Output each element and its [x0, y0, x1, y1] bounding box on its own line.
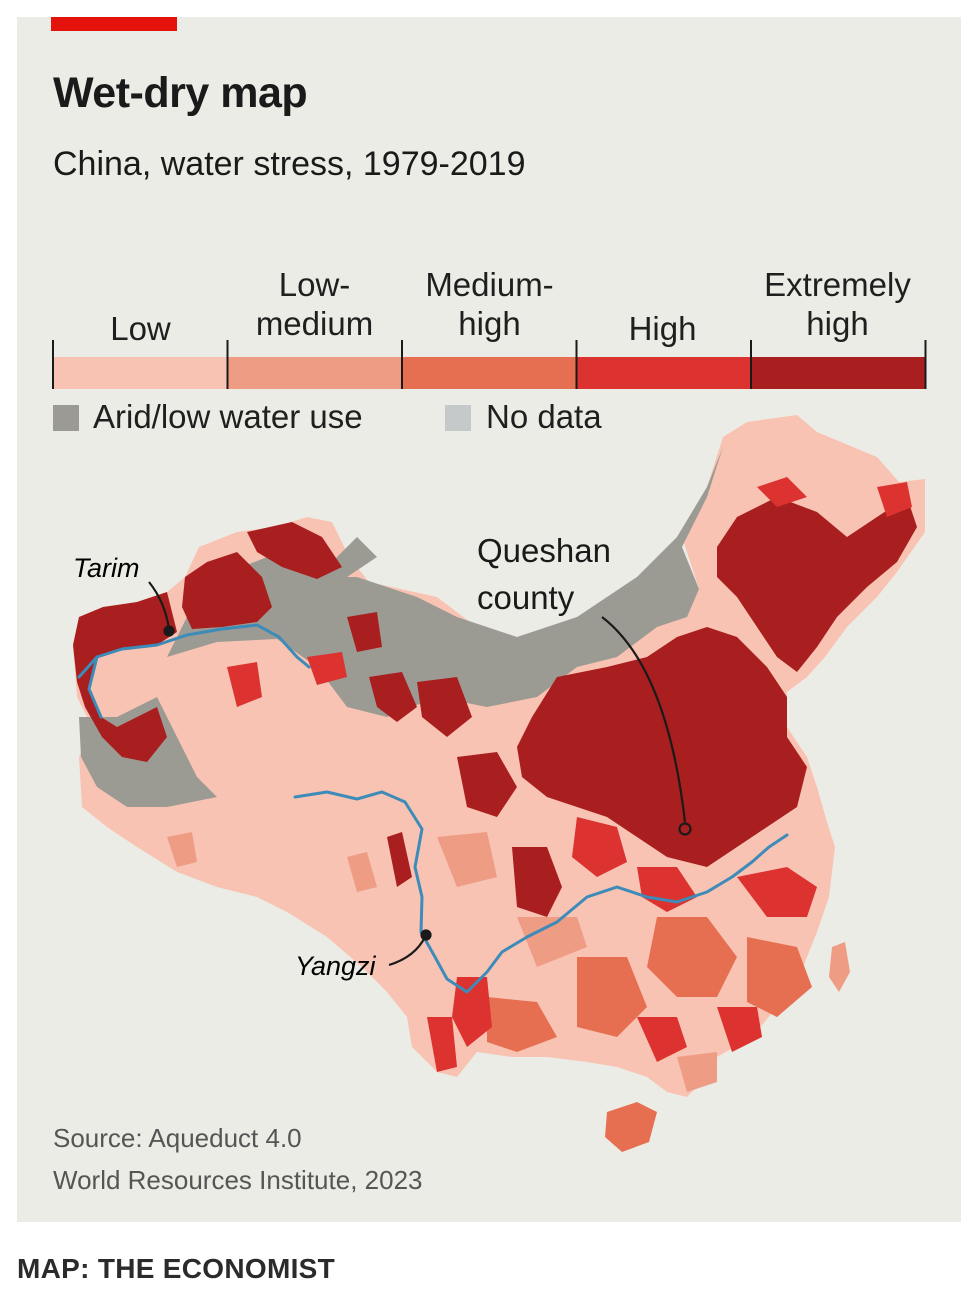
stress-patch-high-24: [717, 1007, 762, 1052]
stress-patch-low-medium-32: [347, 852, 377, 892]
stress-patch-low-medium-26: [517, 917, 587, 967]
tarim-river-tributary: [87, 655, 103, 719]
map-card: Wet-dry map China, water stress, 1979-20…: [17, 17, 961, 1222]
stress-patch-arid-0: [167, 447, 723, 717]
legend-color-2: [402, 357, 577, 389]
stress-patch-extremely-high-31: [387, 832, 412, 887]
chart-title: Wet-dry map: [53, 69, 308, 117]
yangzi-label: Yangzi: [295, 951, 377, 981]
stress-patch-high-12: [757, 477, 807, 507]
stress-patch-extremely-high-4: [182, 552, 272, 629]
stress-patch-low-medium-28: [677, 1052, 717, 1092]
stress-patch-high-29: [452, 977, 492, 1047]
stress-patch-extremely-high-6: [347, 612, 382, 652]
yangzi-leader: [388, 936, 426, 967]
legend-label-low: Low: [110, 310, 171, 347]
legend-color-1: [227, 357, 402, 389]
legend-label-low-medium: Low-medium: [255, 266, 374, 342]
stress-patch-high-10: [227, 662, 262, 707]
legend-label-no-data: No data: [486, 398, 602, 435]
china-water-stress-map: Tarim Yangzi Queshan county: [52, 340, 927, 1152]
chart-subtitle: China, water stress, 1979-2019: [53, 145, 526, 183]
tarim-label: Tarim: [73, 553, 140, 583]
rivers: [77, 623, 789, 994]
tarim-river: [77, 623, 311, 679]
stress-patch-medium-high-21: [747, 937, 812, 1017]
queshan-label-line1: Queshan: [477, 532, 611, 569]
brand-red-bar: [51, 17, 177, 31]
stress-patch-low-medium-33: [167, 832, 197, 867]
legend-color-4: [751, 357, 926, 389]
stress-patch-high-9: [307, 652, 347, 685]
annotation-leaders: [148, 581, 692, 967]
source-line-1: Source: Aqueduct 4.0: [53, 1123, 302, 1153]
stress-patch-medium-high-20: [647, 917, 737, 997]
yangzi-dot: [420, 929, 432, 941]
legend-color-3: [576, 357, 751, 389]
stress-patch-extremely-high-7: [369, 672, 417, 722]
queshan-leader: [601, 616, 687, 823]
legend-color-0: [53, 357, 228, 389]
stress-patch-extremely-high-14: [517, 627, 807, 867]
legend-color-bar: [52, 340, 927, 389]
stress-patch-high-25: [637, 1017, 687, 1062]
tarim-dot: [163, 625, 175, 637]
stress-patch-medium-high-23: [487, 997, 557, 1052]
taiwan-island: [829, 942, 850, 992]
stress-patch-medium-high-22: [577, 957, 647, 1037]
stress-patch-extremely-high-5: [247, 522, 342, 579]
legend-swatch-no-data: [445, 405, 471, 431]
tarim-leader: [148, 581, 171, 630]
legend-swatch-arid: [53, 405, 79, 431]
legend-label-extremely-high: Extremely high: [764, 266, 911, 342]
queshan-marker: [678, 822, 692, 836]
stress-patch-extremely-high-11: [717, 497, 917, 672]
legend-label-medium-high: Medium-high: [425, 266, 554, 342]
stress-patch-low-medium-27: [437, 832, 497, 887]
legend-label-arid: Arid/low water use: [93, 398, 363, 435]
yangzi-river: [293, 790, 789, 994]
hainan-island: [605, 1102, 657, 1152]
stress-patch-extremely-high-3: [73, 592, 177, 762]
legend-label-high: High: [628, 310, 697, 347]
stress-patch-high-17: [572, 817, 627, 877]
stress-patch-high-30: [427, 1017, 457, 1072]
stress-patch-high-19: [737, 867, 817, 917]
map-stress-patches: [73, 447, 917, 1092]
queshan-label-line2: county: [477, 579, 575, 616]
stress-patch-extremely-high-15: [457, 752, 517, 817]
map-credit: MAP: THE ECONOMIST: [17, 1253, 336, 1284]
source-line-2: World Resources Institute, 2023: [53, 1165, 423, 1195]
stress-patch-high-13: [877, 482, 912, 517]
stress-patch-extremely-high-16: [512, 847, 562, 917]
stress-patch-extremely-high-8: [417, 677, 472, 737]
